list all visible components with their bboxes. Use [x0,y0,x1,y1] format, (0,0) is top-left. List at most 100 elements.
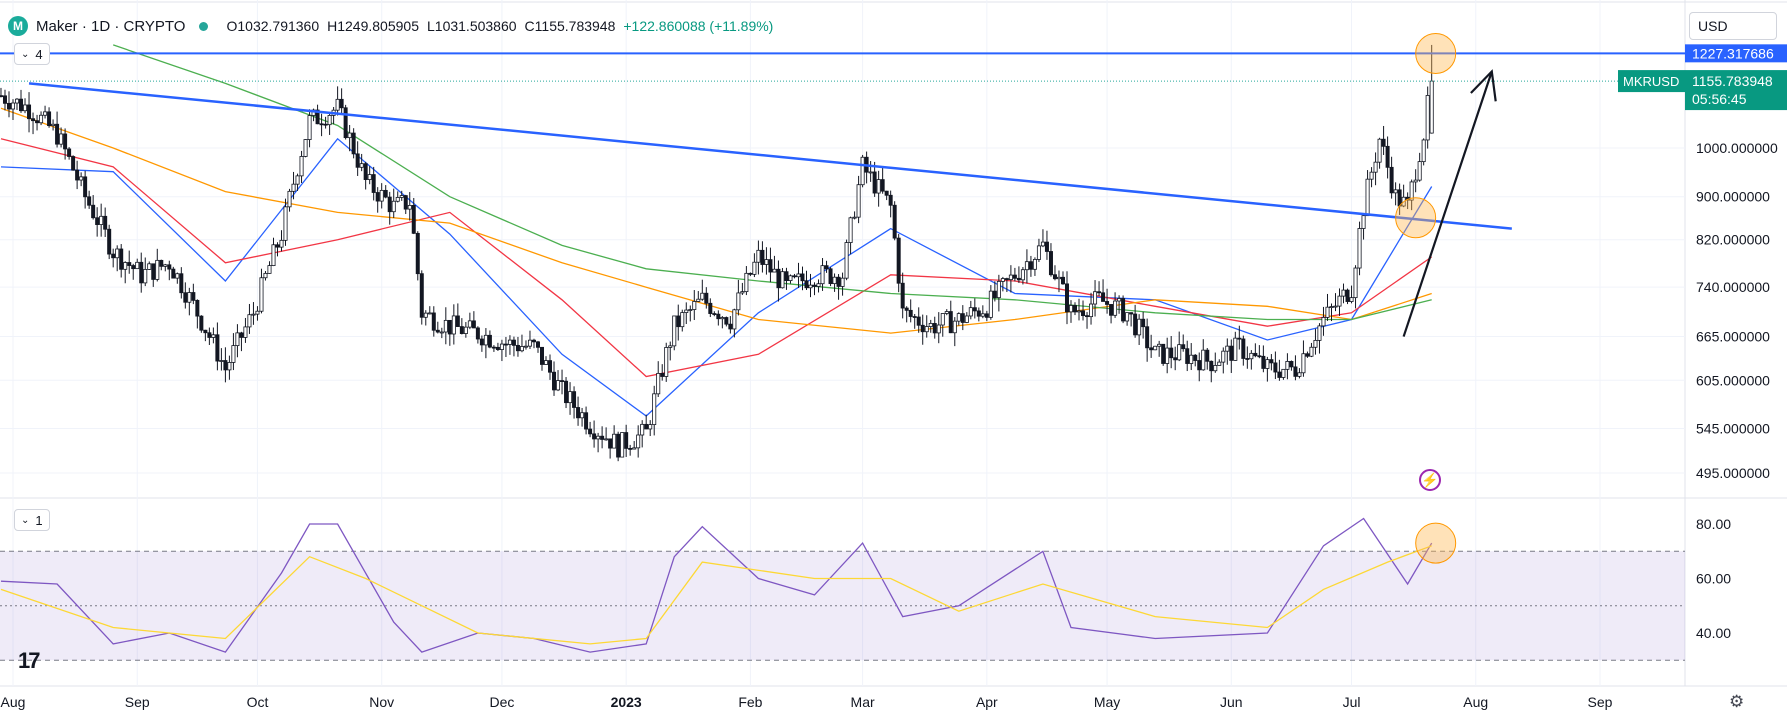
candle-body [1040,241,1045,247]
candle-body [980,313,985,317]
candle-body [507,339,512,345]
flash-icon[interactable]: ⚡ [1419,469,1441,491]
rsi-highlight-circle [1415,522,1457,564]
candle-body [664,347,669,377]
candle-body [279,239,284,248]
candle-body [479,338,484,346]
candle-body [123,262,128,270]
candle-body [620,432,625,458]
candle-body [1269,359,1274,364]
candle-body [1044,241,1049,252]
candle-body [596,435,601,440]
candle-body [99,215,104,225]
candle-body [363,163,368,180]
candle-body [560,380,565,382]
price-axis-label: 900.000000 [1696,189,1770,205]
candle-body [283,206,288,241]
candle-body [499,343,504,350]
candle-body [600,435,605,440]
candle-body [1073,305,1078,313]
candle-body [952,320,957,334]
candle-body [704,292,709,304]
candle-body [1169,347,1174,359]
candle-body [267,265,272,274]
candle-body [431,312,436,331]
candle-body [652,393,657,426]
candle-body [692,301,697,310]
main-pane-toggle[interactable]: ⌄ 4 [14,43,50,65]
candle-body [35,120,40,124]
candle-body [175,273,180,279]
candle-body [1213,365,1218,372]
candle-body [1056,276,1061,280]
candle-body [103,215,108,230]
candle-body [1145,326,1150,349]
candle-body [211,334,216,338]
candle-body [876,179,881,194]
drawings[interactable] [0,32,1685,564]
currency-select[interactable]: USD [1689,12,1777,40]
tradingview-logo[interactable]: 17 [18,648,41,673]
candle-body [371,174,376,193]
candle-body [491,346,496,349]
candle-body [1125,312,1130,322]
candle-body [912,316,917,318]
candle-body [696,298,701,302]
last-candle-body [1429,80,1434,134]
candle-body [1173,357,1178,361]
moving-average-line [112,44,1432,321]
candle-body [720,317,725,320]
candle-body [19,98,24,112]
candle-body [936,324,941,334]
candle-body [379,189,384,202]
candle-body [1016,277,1021,281]
candle-body [495,346,500,350]
close-value: C1155.783948 [524,18,616,34]
candle-body [840,277,845,287]
candle-body [47,111,52,127]
candle-body [355,153,360,168]
candle-body [171,268,176,279]
candle-body [251,313,256,316]
candle-body [91,204,96,219]
candle-body [852,216,857,219]
candle-body [1377,138,1382,163]
candle-body [207,332,212,338]
candle-body [391,200,396,213]
candle-body [15,98,20,104]
symbol-tag [1618,70,1685,93]
candle-body [203,329,208,334]
market-status-icon [199,21,209,31]
candle-body [6,102,11,110]
candle-body [519,346,524,352]
candle-body [780,271,785,289]
gear-icon[interactable]: ⚙ [1729,692,1745,711]
candle-body [1369,171,1374,180]
candle-body [800,273,805,282]
candle-body [31,118,36,122]
candle-body [1397,189,1402,207]
rsi-pane-toggle[interactable]: ⌄ 1 [14,509,50,531]
candle-body [544,360,549,365]
candle-body [916,316,921,326]
candle-body [27,104,32,120]
candle-body [191,292,196,301]
candle-body [928,323,933,327]
candle-body [1337,295,1342,307]
symbol-title[interactable]: Maker · 1D · CRYPTO [36,17,186,35]
candle-body [1020,269,1025,281]
candle-body [760,249,765,265]
candle-body [588,428,593,435]
candle-body [1277,371,1282,378]
maker-logo-icon: M [8,16,28,36]
highlight-circle [1415,32,1457,74]
candle-body [608,438,613,449]
candle-body [948,311,953,334]
axes: Aug Sep Oct Nov Dec 2023 Feb Mar Apr May Jun Jul Aug… [1,44,1787,710]
arrow-line [1402,71,1493,337]
candle-body [159,259,164,267]
candle-body [467,320,472,328]
candle-body [592,433,597,440]
candle-body [67,148,72,157]
